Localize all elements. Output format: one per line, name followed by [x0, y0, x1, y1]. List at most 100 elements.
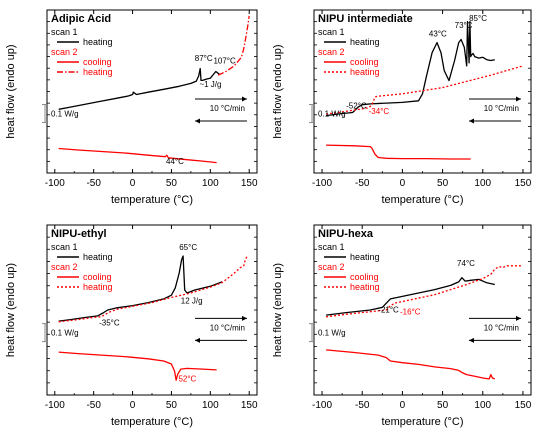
scale-bar-label: 0.1 W/g — [318, 329, 346, 338]
x-tick-label: 0 — [130, 400, 136, 411]
annotation-label: 43°C — [429, 29, 447, 38]
series-line-s1_heat — [326, 20, 495, 117]
chart-title: NIPU intermediate — [318, 13, 413, 25]
rate-label: 10 °C/min — [210, 323, 245, 332]
series-line-s2_cool — [326, 144, 471, 160]
annotation-label: -34°C — [369, 107, 390, 116]
heating-arrow-head — [516, 315, 521, 321]
legend-scan1-label: scan 1 — [318, 27, 345, 37]
panel-4: -100 -50 0 50 100 150 temperature (°C) heat flo… — [272, 224, 532, 428]
y-axis-label: heat flow (endo up) — [272, 44, 284, 138]
legend-label-s2_heat: heating — [83, 282, 113, 292]
legend-scan2-label: scan 2 — [318, 47, 345, 57]
x-tick-label: -50 — [355, 178, 370, 189]
heating-arrow-head — [516, 96, 521, 102]
annotation-label: 74°C — [457, 259, 475, 268]
legend-label-s1_heat: heating — [350, 252, 380, 262]
x-axis-label: temperature (°C) — [381, 194, 463, 206]
scale-bar-label: 0.1 W/g — [318, 110, 346, 119]
x-tick-label: 50 — [166, 400, 178, 411]
legend-label-s1_heat: heating — [350, 37, 380, 47]
x-tick-label: 50 — [437, 400, 449, 411]
legend-label-s1_heat: heating — [83, 252, 113, 262]
cooling-arrow-head — [469, 118, 474, 124]
panel-1: -100 -50 0 50 100 150 temperature (°C) heat flo… — [5, 9, 258, 206]
x-tick-label: 100 — [202, 178, 219, 189]
legend-scan1-label: scan 1 — [318, 242, 345, 252]
series-line-s2_heat — [326, 265, 522, 318]
x-tick-label: -100 — [312, 400, 332, 411]
y-axis-label: heat flow (endo up) — [5, 263, 17, 357]
x-axis-label: temperature (°C) — [111, 416, 193, 428]
legend-scan2-label: scan 2 — [51, 47, 78, 57]
heating-arrow-head — [242, 96, 247, 102]
annotation-label: 12 J/g — [181, 296, 203, 305]
scale-bar-label: 0.1 W/g — [51, 110, 79, 119]
legend-scan1-label: scan 1 — [51, 27, 78, 37]
plot-frame — [313, 224, 532, 396]
x-tick-label: -50 — [355, 400, 370, 411]
series-line-s2_heat — [217, 15, 250, 76]
x-tick-label: 50 — [166, 178, 178, 189]
chart-title: NIPU-hexa — [318, 228, 374, 240]
annotation-label: -16°C — [400, 307, 421, 316]
x-tick-label: 150 — [515, 178, 532, 189]
x-tick-label: 150 — [241, 178, 258, 189]
x-axis-label: temperature (°C) — [111, 194, 193, 206]
cooling-arrow-head — [195, 118, 200, 124]
rate-label: 10 °C/min — [484, 104, 519, 113]
x-tick-label: 150 — [515, 400, 532, 411]
x-tick-label: 100 — [474, 178, 491, 189]
x-tick-label: 50 — [437, 178, 449, 189]
x-tick-label: 100 — [474, 400, 491, 411]
chart-title: Adipic Acid — [51, 13, 111, 25]
x-tick-label: 0 — [400, 178, 406, 189]
series-line-s2_heat — [58, 256, 248, 323]
annotation-label: -35°C — [99, 319, 120, 328]
x-tick-label: 0 — [130, 178, 136, 189]
x-tick-label: -50 — [86, 178, 101, 189]
panel-3: -100 -50 0 50 100 150 temperature (°C) heat flo… — [5, 224, 258, 428]
y-axis-label: heat flow (endo up) — [272, 263, 284, 357]
annotation-label: 44°C — [166, 157, 184, 166]
annotation-label: 65°C — [179, 243, 197, 252]
series-line-s2_cool — [326, 349, 496, 380]
annotation-label: 107°C — [213, 56, 236, 65]
scale-bar-label: 0.1 W/g — [51, 329, 79, 338]
legend-scan1-label: scan 1 — [51, 242, 78, 252]
y-axis-label: heat flow (endo up) — [5, 44, 17, 138]
series-line-s2_cool — [58, 351, 217, 381]
annotation-label: 73°C — [455, 21, 473, 30]
legend-label-s2_cool: cooling — [83, 272, 112, 282]
annotation-label: 85°C — [469, 14, 487, 23]
annotation-label: -21°C — [378, 306, 399, 315]
cooling-arrow-head — [469, 337, 474, 343]
panel-2: -100 -50 0 50 100 150 temperature (°C) heat flo… — [272, 9, 532, 206]
legend-label-s2_heat: heating — [350, 67, 380, 77]
x-tick-label: -100 — [312, 178, 332, 189]
series-line-s1_heat — [58, 255, 223, 322]
legend-label-s2_heat: heating — [350, 282, 380, 292]
x-tick-label: -100 — [45, 178, 65, 189]
cooling-arrow-head — [195, 337, 200, 343]
legend-label-s2_cool: cooling — [83, 57, 112, 67]
legend-scan2-label: scan 2 — [318, 262, 345, 272]
chart-title: NIPU-ethyl — [51, 228, 107, 240]
annotation-label: -52°C — [346, 102, 367, 111]
legend-label-s1_heat: heating — [83, 37, 113, 47]
legend-label-s2_cool: cooling — [350, 57, 379, 67]
rate-label: 10 °C/min — [484, 323, 519, 332]
series-line-s1_heat — [58, 67, 221, 110]
series-line-s2_cool — [58, 147, 217, 164]
annotation-label: 87°C — [195, 54, 213, 63]
legend-label-s2_heat: heating — [83, 67, 113, 77]
annotation-label: 52°C — [178, 375, 196, 384]
x-tick-label: 100 — [202, 400, 219, 411]
legend-label-s2_cool: cooling — [350, 272, 379, 282]
heating-arrow-head — [242, 315, 247, 321]
